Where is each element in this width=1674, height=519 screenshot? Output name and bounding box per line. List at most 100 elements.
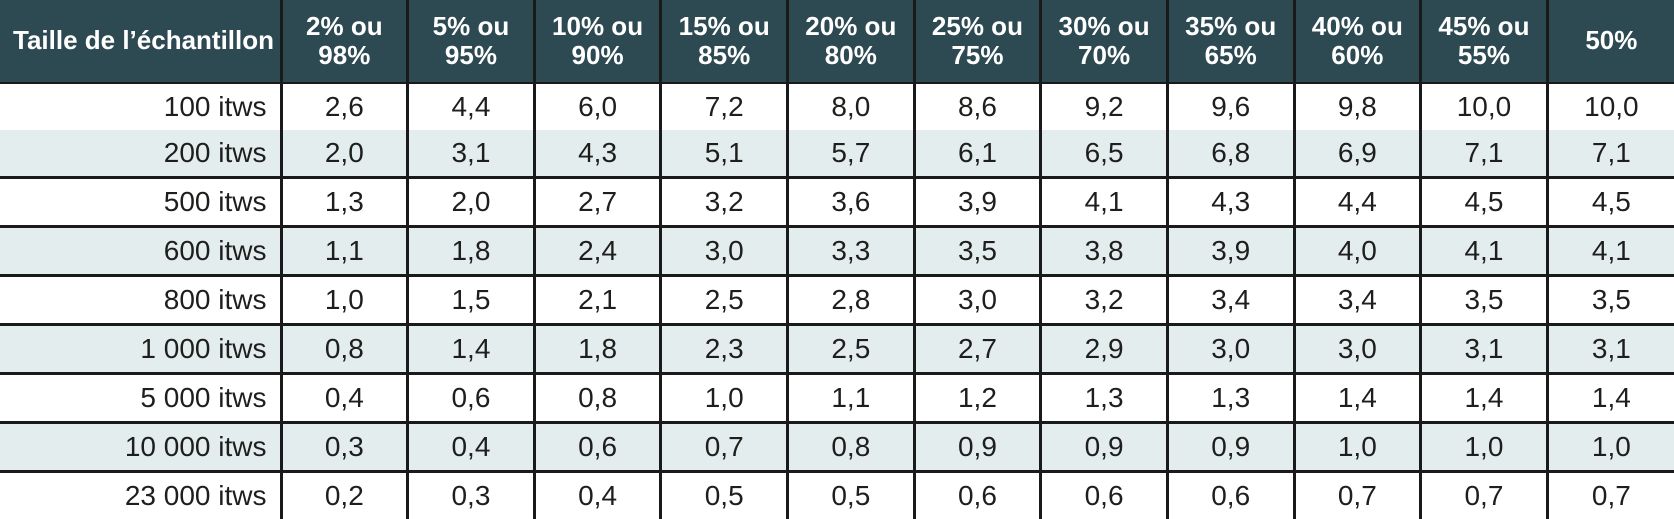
value-cell: 0,9 [1167,423,1294,472]
value-cell: 2,1 [534,276,661,325]
value-cell: 0,6 [534,423,661,472]
value-cell: 3,0 [1294,325,1421,374]
row-label: 500 itws [0,178,281,227]
value-cell: 1,4 [1294,374,1421,423]
value-cell: 1,0 [281,276,408,325]
value-cell: 2,7 [534,178,661,227]
value-cell: 1,1 [788,374,915,423]
value-cell: 3,1 [1547,325,1674,374]
value-cell: 8,0 [788,83,915,130]
value-cell: 3,1 [408,130,535,178]
value-cell: 2,8 [788,276,915,325]
value-cell: 0,2 [281,472,408,519]
value-cell: 1,2 [914,374,1041,423]
value-cell: 4,4 [1294,178,1421,227]
row-label: 10 000 itws [0,423,281,472]
value-cell: 2,3 [661,325,788,374]
value-cell: 1,3 [281,178,408,227]
value-cell: 0,8 [281,325,408,374]
value-cell: 1,1 [281,227,408,276]
value-cell: 3,2 [661,178,788,227]
value-cell: 4,1 [1041,178,1168,227]
value-cell: 2,7 [914,325,1041,374]
value-cell: 0,3 [408,472,535,519]
value-cell: 0,7 [661,423,788,472]
header-cell-4: 15% ou 85% [661,0,788,83]
value-cell: 1,4 [1421,374,1548,423]
value-cell: 4,0 [1294,227,1421,276]
value-cell: 3,9 [1167,227,1294,276]
value-cell: 5,7 [788,130,915,178]
value-cell: 0,4 [534,472,661,519]
row-label: 600 itws [0,227,281,276]
value-cell: 8,6 [914,83,1041,130]
header-cell-10: 45% ou 55% [1421,0,1548,83]
header-cell-1: 2% ou 98% [281,0,408,83]
value-cell: 0,7 [1547,472,1674,519]
header-cell-9: 40% ou 60% [1294,0,1421,83]
value-cell: 1,3 [1041,374,1168,423]
value-cell: 0,7 [1294,472,1421,519]
value-cell: 3,2 [1041,276,1168,325]
value-cell: 5,1 [661,130,788,178]
value-cell: 0,8 [788,423,915,472]
value-cell: 10,0 [1547,83,1674,130]
value-cell: 6,5 [1041,130,1168,178]
header-cell-6: 25% ou 75% [914,0,1041,83]
value-cell: 0,6 [1041,472,1168,519]
value-cell: 6,0 [534,83,661,130]
value-cell: 2,4 [534,227,661,276]
value-cell: 4,5 [1547,178,1674,227]
header-cell-11: 50% [1547,0,1674,83]
value-cell: 1,4 [1547,374,1674,423]
value-cell: 4,3 [534,130,661,178]
value-cell: 2,5 [788,325,915,374]
value-cell: 0,6 [914,472,1041,519]
row-label: 200 itws [0,130,281,178]
value-cell: 0,9 [1041,423,1168,472]
value-cell: 3,0 [914,276,1041,325]
value-cell: 3,4 [1167,276,1294,325]
value-cell: 3,3 [788,227,915,276]
row-label: 5 000 itws [0,374,281,423]
value-cell: 6,1 [914,130,1041,178]
value-cell: 3,4 [1294,276,1421,325]
value-cell: 10,0 [1421,83,1548,130]
value-cell: 7,2 [661,83,788,130]
value-cell: 1,5 [408,276,535,325]
value-cell: 2,0 [408,178,535,227]
value-cell: 7,1 [1421,130,1548,178]
header-cell-sample-size: Taille de l’échantillon [0,0,281,83]
value-cell: 1,3 [1167,374,1294,423]
header-cell-5: 20% ou 80% [788,0,915,83]
value-cell: 1,0 [661,374,788,423]
value-cell: 0,6 [408,374,535,423]
value-cell: 3,6 [788,178,915,227]
value-cell: 1,0 [1294,423,1421,472]
value-cell: 3,0 [661,227,788,276]
value-cell: 1,8 [408,227,535,276]
value-cell: 3,8 [1041,227,1168,276]
value-cell: 1,4 [408,325,535,374]
value-cell: 2,5 [661,276,788,325]
value-cell: 0,4 [281,374,408,423]
value-cell: 1,0 [1547,423,1674,472]
header-cell-2: 5% ou 95% [408,0,535,83]
header-cell-7: 30% ou 70% [1041,0,1168,83]
value-cell: 3,5 [1421,276,1548,325]
row-label: 100 itws [0,83,281,130]
value-cell: 9,6 [1167,83,1294,130]
value-cell: 4,3 [1167,178,1294,227]
value-cell: 2,0 [281,130,408,178]
value-cell: 2,6 [281,83,408,130]
